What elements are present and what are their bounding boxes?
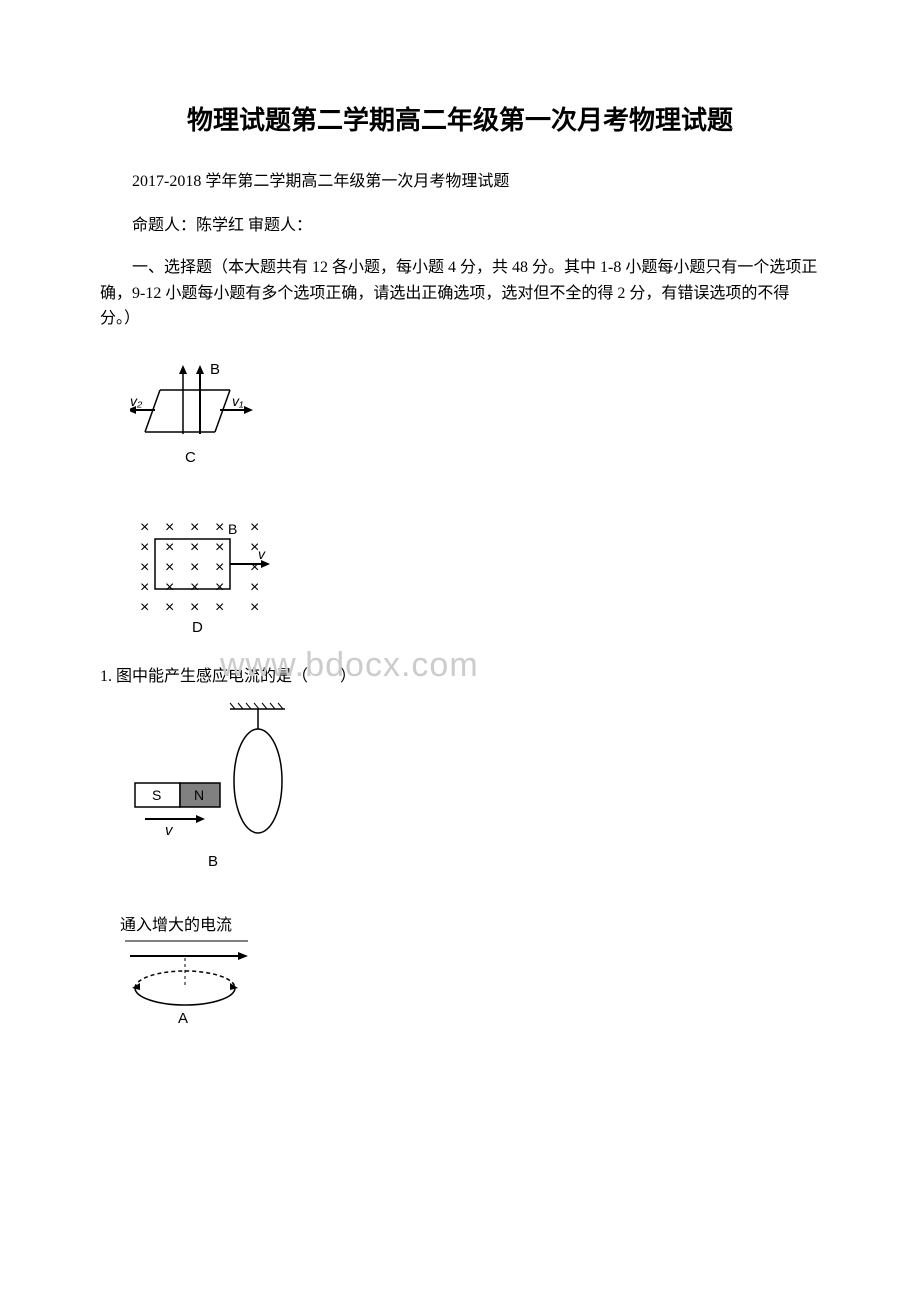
fig-b-v-label: v — [165, 822, 174, 839]
svg-text:×: × — [215, 559, 224, 576]
svg-text:×: × — [190, 579, 199, 596]
svg-text:×: × — [215, 539, 224, 556]
fig-d-b-label: B — [228, 521, 237, 537]
fig-c-label: C — [185, 449, 196, 466]
fig-a-title: 通入增大的电流 — [120, 911, 820, 935]
svg-text:×: × — [140, 519, 149, 536]
svg-text:×: × — [140, 559, 149, 576]
fig-d-label: D — [192, 619, 203, 636]
instructions-text: 一、选择题（本大题共有 12 各小题，每小题 4 分，共 48 分。其中 1-8… — [100, 255, 820, 332]
fig-b-n-label: N — [194, 787, 204, 803]
fig-c-b-label: B — [210, 362, 220, 378]
svg-text:×: × — [215, 579, 224, 596]
fig-a-label: A — [178, 1010, 188, 1027]
page-title: 物理试题第二学期高二年级第一次月考物理试题 — [100, 100, 820, 137]
svg-text:×: × — [190, 519, 199, 536]
author-text: 命题人：陈学红 审题人： — [100, 211, 820, 235]
figure-b-svg: S N v B — [130, 701, 300, 876]
fig-b-s-label: S — [152, 787, 161, 803]
svg-text:×: × — [165, 519, 174, 536]
svg-text:×: × — [190, 599, 199, 616]
svg-text:×: × — [215, 599, 224, 616]
svg-text:×: × — [215, 519, 224, 536]
figure-d-svg: ××××× ××××× ××××× ××××× ××××× B v D — [130, 517, 310, 637]
svg-text:×: × — [250, 599, 259, 616]
svg-text:×: × — [165, 599, 174, 616]
fig-b-label: B — [208, 853, 218, 870]
fig-c-v2-label: v₂ — [130, 393, 143, 409]
figure-c-svg: B v₁ v₂ C — [130, 362, 260, 472]
subtitle-text: 2017-2018 学年第二学期高二年级第一次月考物理试题 — [100, 167, 820, 191]
watermark-text: www.bdocx.com — [220, 646, 479, 685]
figure-c: B v₁ v₂ C — [130, 362, 820, 477]
svg-text:×: × — [165, 579, 174, 596]
svg-text:×: × — [250, 519, 259, 536]
svg-text:×: × — [190, 539, 199, 556]
svg-text:×: × — [165, 559, 174, 576]
figure-a: 通入增大的电流 A — [120, 911, 820, 1033]
svg-text:×: × — [140, 579, 149, 596]
figure-a-svg: A — [120, 938, 260, 1028]
figure-d: ××××× ××××× ××××× ××××× ××××× B v D — [130, 517, 820, 642]
fig-c-v1-label: v₁ — [232, 393, 244, 409]
fig-d-v-label: v — [258, 546, 266, 562]
svg-text:×: × — [190, 559, 199, 576]
svg-text:×: × — [165, 539, 174, 556]
figure-b: S N v B — [130, 701, 820, 881]
svg-text:×: × — [140, 539, 149, 556]
svg-text:×: × — [250, 579, 259, 596]
svg-text:×: × — [140, 599, 149, 616]
